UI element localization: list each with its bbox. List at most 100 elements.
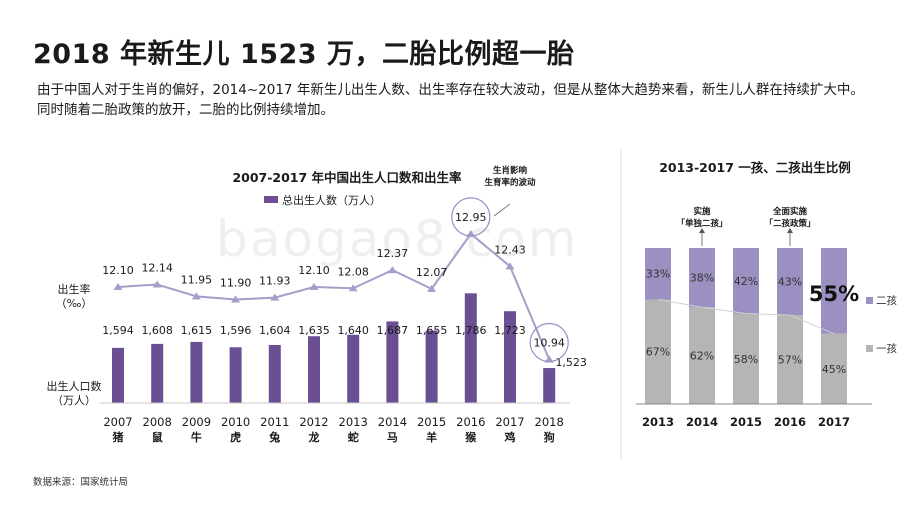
legend-label-first: 一孩 xyxy=(876,342,897,355)
zodiac-label: 鼠 xyxy=(152,430,163,444)
second-child-segment xyxy=(821,248,847,334)
highlight-circle xyxy=(529,322,569,363)
policy-arrowhead xyxy=(787,228,793,233)
birth-rate-marker xyxy=(113,283,123,290)
year-tick-label: 2010 xyxy=(221,415,250,429)
legend-swatch-first xyxy=(866,345,873,352)
second-child-label: 55% xyxy=(809,282,859,306)
birth-rate-label: 12.07 xyxy=(416,266,448,279)
year-tick-label: 2008 xyxy=(143,415,172,429)
first-child-segment xyxy=(821,333,847,404)
births-value-label: 1,608 xyxy=(141,324,173,337)
year-tick-label: 2018 xyxy=(535,415,564,429)
birth-rate-marker xyxy=(309,283,319,290)
births-value-label: 1,723 xyxy=(494,324,526,337)
birth-rate-label: 11.95 xyxy=(181,273,213,286)
legend-swatch xyxy=(264,196,278,203)
legend-swatch-second xyxy=(866,297,873,304)
birth-rate-label: 11.90 xyxy=(220,277,252,290)
year-tick-label: 2015 xyxy=(730,415,762,429)
births-value-label: 1,523 xyxy=(555,356,587,369)
births-value-label: 1,640 xyxy=(337,324,369,337)
births-bar xyxy=(151,343,164,403)
birth-rate-marker xyxy=(544,355,554,363)
year-tick-label: 2007 xyxy=(103,415,132,429)
second-child-label: 42% xyxy=(734,275,758,288)
births-axis-label: 出生人口数 xyxy=(47,379,102,393)
births-value-label: 1,596 xyxy=(220,324,252,337)
births-bar xyxy=(386,321,399,403)
first-child-label: 67% xyxy=(646,346,670,359)
rate-axis-label: 出生率 xyxy=(58,282,91,296)
year-tick-label: 2013 xyxy=(642,415,674,429)
births-value-label: 1,635 xyxy=(298,324,330,337)
zodiac-label: 牛 xyxy=(191,430,202,444)
birth-rate-marker xyxy=(270,293,280,301)
second-child-segment xyxy=(689,248,715,308)
second-child-label: 38% xyxy=(690,272,714,285)
births-value-label: 1,604 xyxy=(259,324,291,337)
first-child-segment xyxy=(689,307,715,404)
year-tick-label: 2015 xyxy=(417,415,446,429)
zodiac-label: 马 xyxy=(387,431,398,444)
births-bar xyxy=(229,347,242,403)
second-child-segment xyxy=(733,248,759,314)
birth-rate-label: 12.10 xyxy=(298,264,330,277)
second-child-segment xyxy=(645,248,671,300)
chart2-title: 2013-2017 一孩、二孩出生比例 xyxy=(659,160,851,175)
births-bar xyxy=(308,336,320,403)
zodiac-label: 狗 xyxy=(544,430,555,444)
births-bar xyxy=(190,341,203,403)
birth-rate-marker xyxy=(231,295,241,303)
second-child-label: 33% xyxy=(646,268,670,281)
births-bar xyxy=(425,330,438,403)
birth-rate-label: 12.43 xyxy=(494,243,526,256)
births-bar xyxy=(112,347,124,403)
year-tick-label: 2012 xyxy=(299,415,328,429)
zodiac-label: 兔 xyxy=(268,430,280,444)
birth-rate-marker xyxy=(466,229,476,237)
birth-rate-label: 12.10 xyxy=(102,264,134,277)
births-axis-label: （万人） xyxy=(52,394,96,407)
page-title: 2018 年新生儿 1523 万，二胎比例超一胎 xyxy=(33,39,575,70)
births-bar xyxy=(543,368,556,403)
birth-rate-label: 11.93 xyxy=(259,275,291,288)
year-tick-label: 2011 xyxy=(260,415,289,429)
births-bar xyxy=(504,311,516,403)
year-tick-label: 2017 xyxy=(495,415,524,429)
year-tick-label: 2014 xyxy=(686,415,718,429)
first-child-label: 57% xyxy=(778,354,802,367)
births-bar xyxy=(464,293,477,403)
year-tick-label: 2013 xyxy=(339,415,368,429)
zodiac-label: 鸡 xyxy=(504,430,516,444)
policy-note: 「单独二孩」 xyxy=(676,218,727,229)
year-tick-label: 2014 xyxy=(378,415,407,429)
split-trend-line xyxy=(657,298,835,335)
zodiac-label: 虎 xyxy=(230,430,241,444)
second-child-segment xyxy=(777,248,803,316)
policy-arrowhead xyxy=(699,228,705,233)
annotation-pointer xyxy=(493,203,511,217)
first-child-segment xyxy=(733,313,759,404)
births-bar xyxy=(347,334,360,403)
chart1-title: 2007-2017 年中国出生人口数和出生率 xyxy=(232,170,462,185)
birth-rate-label: 12.08 xyxy=(337,265,369,278)
policy-note: 全面实施 xyxy=(772,206,808,217)
zodiac-label: 羊 xyxy=(426,430,437,444)
birth-rate-label: 12.14 xyxy=(141,262,173,275)
second-child-label: 43% xyxy=(778,276,802,289)
births-value-label: 1,786 xyxy=(455,324,487,337)
legend-label-second: 二孩 xyxy=(876,294,897,307)
year-tick-label: 2017 xyxy=(818,415,850,429)
birth-rate-label: 10.94 xyxy=(533,337,565,350)
births-bar xyxy=(268,345,281,403)
birth-rate-marker xyxy=(348,284,358,292)
zodiac-label: 龙 xyxy=(308,430,320,444)
first-child-label: 62% xyxy=(690,350,714,363)
birth-rate-line xyxy=(117,232,551,360)
data-source: 数据来源：国家统计局 xyxy=(33,477,129,488)
birth-rate-label: 12.95 xyxy=(455,211,487,224)
births-value-label: 1,615 xyxy=(181,324,213,337)
